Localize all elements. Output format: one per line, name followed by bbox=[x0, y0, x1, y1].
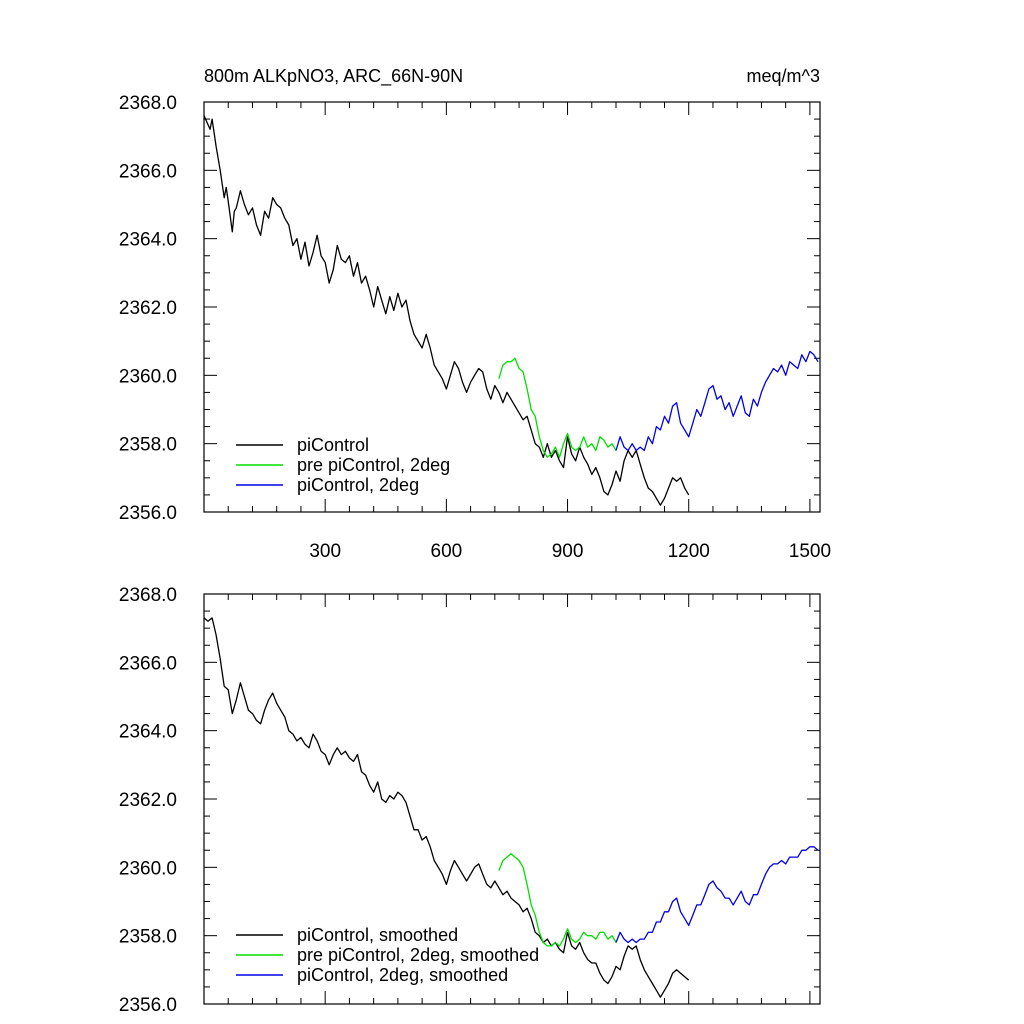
chart-title: 800m ALKpNO3, ARC_66N-90N bbox=[204, 66, 463, 87]
y-tick-label: 2364.0 bbox=[119, 722, 177, 743]
series-line bbox=[615, 350, 819, 452]
series-line bbox=[203, 115, 690, 506]
series-line bbox=[498, 853, 617, 947]
top-panel: 800m ALKpNO3, ARC_66N-90N meq/m^3 2356.0… bbox=[119, 66, 831, 562]
y-tick-label: 2356.0 bbox=[119, 503, 177, 524]
legend-label: pre piControl, 2deg, smoothed bbox=[297, 945, 539, 965]
y-tick-label: 2368.0 bbox=[119, 93, 177, 114]
series-group bbox=[203, 617, 819, 998]
units-label: meq/m^3 bbox=[747, 66, 820, 86]
y-tick-label: 2368.0 bbox=[119, 585, 177, 606]
series-line bbox=[498, 357, 617, 458]
y-tick-label: 2358.0 bbox=[119, 927, 177, 948]
legend-label: piControl, 2deg, smoothed bbox=[297, 965, 508, 985]
bottom-panel: 2356.0 2358.0 2360.0 2362.0 2364.0 2366.0 2368… bbox=[119, 585, 821, 1016]
y-tick-label: 2360.0 bbox=[119, 366, 177, 387]
x-tick-label: 1500 bbox=[789, 541, 831, 562]
tick-group: 2356.0 2358.0 2360.0 2362.0 2364.0 2366.0 2368… bbox=[119, 93, 831, 562]
legend-label: piControl bbox=[297, 435, 369, 455]
series-group bbox=[203, 115, 819, 506]
legend-label: piControl, smoothed bbox=[297, 925, 458, 945]
x-tick-label: 300 bbox=[309, 541, 341, 562]
x-tick-label: 900 bbox=[552, 541, 584, 562]
legend-label: pre piControl, 2deg bbox=[297, 455, 450, 475]
y-tick-label: 2356.0 bbox=[119, 995, 177, 1016]
y-tick-label: 2364.0 bbox=[119, 230, 177, 251]
y-tick-label: 2358.0 bbox=[119, 435, 177, 456]
series-line bbox=[615, 846, 819, 944]
y-tick-label: 2362.0 bbox=[119, 298, 177, 319]
x-tick-label: 1200 bbox=[668, 541, 710, 562]
y-tick-label: 2366.0 bbox=[119, 653, 177, 674]
legend-label: piControl, 2deg bbox=[297, 475, 419, 495]
plot-frame bbox=[203, 101, 821, 513]
y-tick-label: 2366.0 bbox=[119, 161, 177, 182]
y-tick-label: 2360.0 bbox=[119, 858, 177, 879]
plot-frame bbox=[203, 593, 821, 1005]
series-line bbox=[203, 617, 690, 998]
y-tick-label: 2362.0 bbox=[119, 790, 177, 811]
tick-group: 2356.0 2358.0 2360.0 2362.0 2364.0 2366.0 2368… bbox=[119, 585, 820, 1016]
x-tick-label: 600 bbox=[431, 541, 463, 562]
